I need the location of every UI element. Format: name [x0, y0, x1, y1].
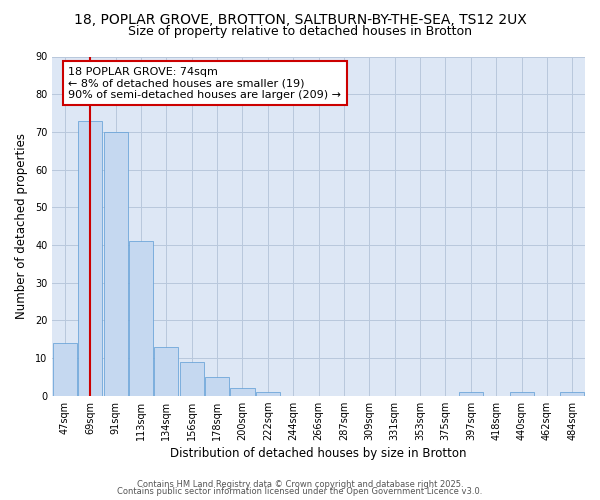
Bar [205, 377, 229, 396]
Bar [459, 392, 483, 396]
Bar [129, 241, 153, 396]
Text: 18, POPLAR GROVE, BROTTON, SALTBURN-BY-THE-SEA, TS12 2UX: 18, POPLAR GROVE, BROTTON, SALTBURN-BY-T… [74, 12, 526, 26]
Bar [179, 362, 204, 396]
Text: 18 POPLAR GROVE: 74sqm
← 8% of detached houses are smaller (19)
90% of semi-deta: 18 POPLAR GROVE: 74sqm ← 8% of detached … [68, 66, 341, 100]
Bar [104, 132, 128, 396]
Text: Contains HM Land Registry data © Crown copyright and database right 2025.: Contains HM Land Registry data © Crown c… [137, 480, 463, 489]
Text: Size of property relative to detached houses in Brotton: Size of property relative to detached ho… [128, 25, 472, 38]
X-axis label: Distribution of detached houses by size in Brotton: Distribution of detached houses by size … [170, 447, 467, 460]
Bar [256, 392, 280, 396]
Bar [230, 388, 254, 396]
Bar [154, 346, 178, 396]
Bar [509, 392, 533, 396]
Bar [53, 343, 77, 396]
Bar [78, 120, 102, 396]
Bar [560, 392, 584, 396]
Y-axis label: Number of detached properties: Number of detached properties [15, 133, 28, 319]
Text: Contains public sector information licensed under the Open Government Licence v3: Contains public sector information licen… [118, 487, 482, 496]
